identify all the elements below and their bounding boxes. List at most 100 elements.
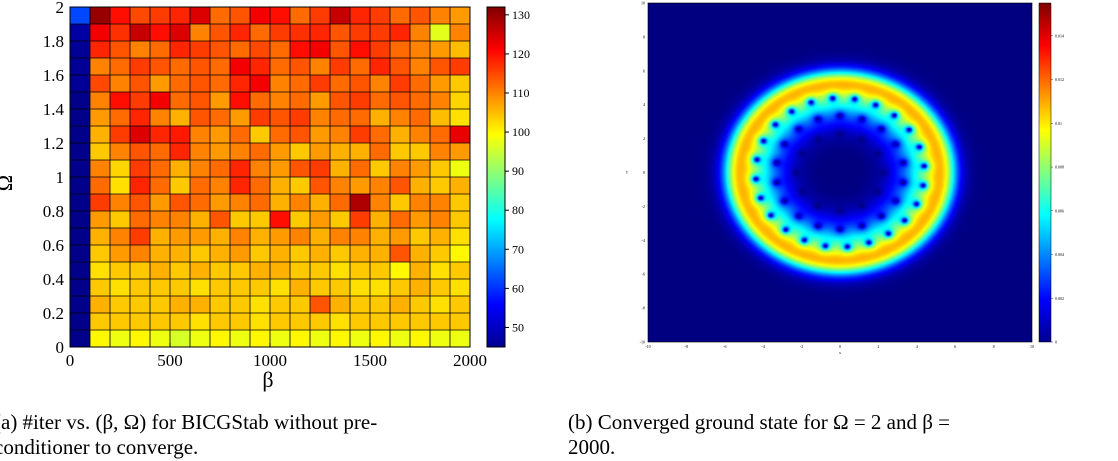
heatmap-a-cell <box>370 313 391 331</box>
heatmap-a-cell <box>150 194 171 212</box>
heatmap-b-y-tick-label: 4 <box>643 102 645 107</box>
heatmap-a-y-tick-label: 1.8 <box>43 32 64 51</box>
heatmap-a-cell <box>330 41 351 59</box>
heatmap-a-cell <box>370 228 391 246</box>
heatmap-a-cell <box>250 126 271 144</box>
heatmap-a-cell <box>290 160 311 178</box>
heatmap-a-cell <box>430 126 451 144</box>
heatmap-a-cell <box>190 262 211 280</box>
heatmap-a-cell <box>370 109 391 127</box>
heatmap-a-cell <box>430 160 451 178</box>
heatmap-a-cell <box>150 296 171 314</box>
heatmap-a-cell <box>390 211 411 229</box>
heatmap-a-cell <box>350 177 371 195</box>
heatmap-a-cell <box>90 279 111 297</box>
heatmap-a-cell <box>130 75 151 93</box>
heatmap-a-cell <box>150 313 171 331</box>
heatmap-a-cell <box>150 330 171 348</box>
heatmap-a-colorbar-tick-label: 70 <box>512 242 524 256</box>
heatmap-b-y-tick-label: -8 <box>642 306 645 311</box>
heatmap-a-cell <box>110 160 131 178</box>
heatmap-a-cell <box>90 126 111 144</box>
heatmap-a-cell <box>450 7 471 25</box>
heatmap-b-colorbar-tick-label: 0.004 <box>1055 252 1064 257</box>
heatmap-a-cell <box>170 41 191 59</box>
heatmap-a-cell <box>70 262 91 280</box>
heatmap-a-cell <box>370 177 391 195</box>
heatmap-a-cell <box>430 228 451 246</box>
heatmap-a-cell <box>250 92 271 110</box>
heatmap-a-cell <box>210 245 231 263</box>
heatmap-b-x-tick-label: 0 <box>839 344 841 349</box>
heatmap-a-cell <box>130 177 151 195</box>
heatmap-a-cell <box>450 92 471 110</box>
heatmap-a-cell <box>430 330 451 348</box>
heatmap-a-cell <box>450 24 471 42</box>
heatmap-a-cell <box>270 194 291 212</box>
heatmap-a-cell <box>130 228 151 246</box>
heatmap-b-colorbar-tick-label: 0 <box>1055 340 1057 345</box>
heatmap-a-cells <box>70 7 471 348</box>
heatmap-a-cell <box>230 143 251 161</box>
heatmap-a-cell <box>210 75 231 93</box>
heatmap-a-cell <box>70 160 91 178</box>
heatmap-a-cell <box>70 75 91 93</box>
heatmap-a-cell <box>390 296 411 314</box>
heatmap-a-cell <box>70 211 91 229</box>
heatmap-a-cell <box>350 262 371 280</box>
heatmap-a-cell <box>150 109 171 127</box>
heatmap-a-cell <box>230 75 251 93</box>
heatmap-a-cell <box>330 296 351 314</box>
heatmap-b-y-tick-label: -4 <box>642 238 645 243</box>
heatmap-a-cell <box>350 92 371 110</box>
heatmap-a-cell <box>370 245 391 263</box>
heatmap-b-x-tick-label: -4 <box>762 344 765 349</box>
heatmap-a-cell <box>250 313 271 331</box>
heatmap-a-cell <box>190 126 211 144</box>
heatmap-a-cell <box>190 296 211 314</box>
heatmap-a-cell <box>370 41 391 59</box>
heatmap-a-cell <box>310 58 331 76</box>
heatmap-a-cell <box>90 296 111 314</box>
heatmap-a-colorbar <box>486 6 506 348</box>
heatmap-b-colorbar-tick-label: 0.006 <box>1055 208 1064 213</box>
heatmap-a-cell <box>190 92 211 110</box>
heatmap-a-cell <box>390 177 411 195</box>
heatmap-a-cell <box>290 92 311 110</box>
heatmap-a-cell <box>150 75 171 93</box>
heatmap-a-cell <box>310 194 331 212</box>
heatmap-a-cell <box>410 262 431 280</box>
heatmap-a-colorbar-tick-label: 120 <box>512 47 530 61</box>
heatmap-a-cell <box>190 330 211 348</box>
heatmap-a-cell <box>250 296 271 314</box>
heatmap-a-cell <box>450 194 471 212</box>
heatmap-b-colorbar-tick-label: 0.008 <box>1055 165 1064 170</box>
heatmap-b-x-tick-label: -8 <box>685 344 688 349</box>
heatmap-a-cell <box>250 7 271 25</box>
heatmap-a-cell <box>290 279 311 297</box>
heatmap-a-cell <box>190 7 211 25</box>
heatmap-a-cell <box>90 92 111 110</box>
heatmap-a-cell <box>150 262 171 280</box>
caption-b-line2: 2000. <box>568 435 616 459</box>
heatmap-a-cell <box>390 330 411 348</box>
heatmap-a-cell <box>330 92 351 110</box>
heatmap-a-cell <box>310 262 331 280</box>
heatmap-a-x-tick-label: 1500 <box>353 351 387 370</box>
heatmap-a-cell <box>310 7 331 25</box>
heatmap-a-cell <box>250 177 271 195</box>
heatmap-a-cell <box>150 7 171 25</box>
heatmap-a-cell <box>450 296 471 314</box>
heatmap-a-cell <box>170 313 191 331</box>
heatmap-a-cell <box>210 211 231 229</box>
heatmap-a-cell <box>430 143 451 161</box>
heatmap-a-cell <box>410 75 431 93</box>
heatmap-a-colorbar-tick-label: 60 <box>512 281 524 295</box>
heatmap-a-cell <box>410 126 431 144</box>
heatmap-a-cell <box>250 24 271 42</box>
heatmap-a-cell <box>310 279 331 297</box>
heatmap-a-cell <box>110 75 131 93</box>
heatmap-a-cell <box>110 126 131 144</box>
heatmap-a-cell <box>110 313 131 331</box>
heatmap-b-x-tick-label: -6 <box>723 344 726 349</box>
